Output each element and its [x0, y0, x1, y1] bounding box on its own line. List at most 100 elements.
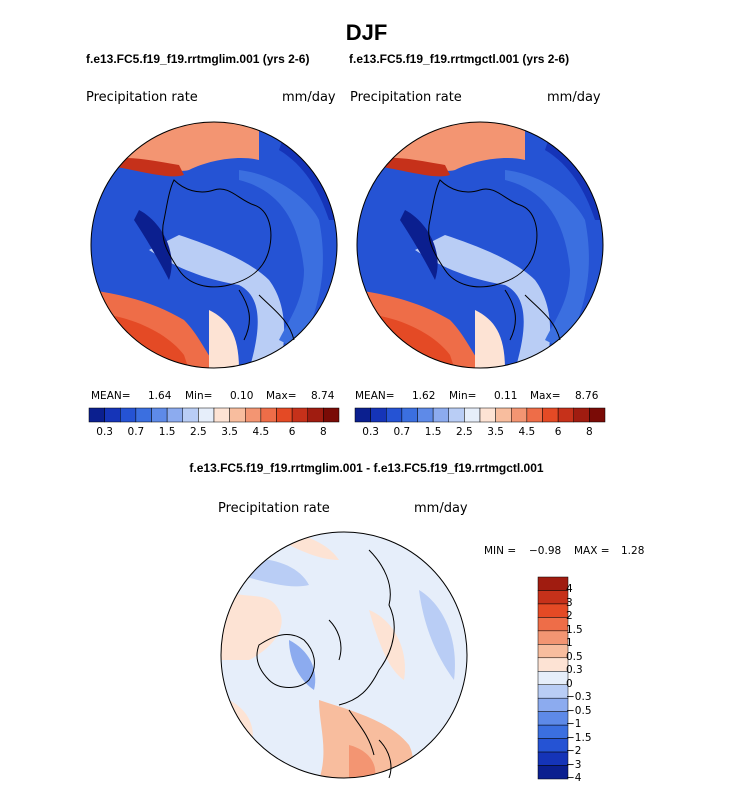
difference-title: f.e13.FC5.f19_f19.rrtmglim.001 - f.e13.F…: [189, 461, 544, 475]
colorbar-tick-label: 3: [566, 596, 573, 609]
panel-1-title: f.e13.FC5.f19_f19.rrtmglim.001 (yrs 2-6): [86, 52, 310, 66]
panel-2-max-value: 8.76: [575, 390, 599, 402]
colorbar-tick-label: 1.5: [424, 426, 442, 438]
colorbar-swatch: [198, 407, 215, 423]
colorbar-swatch: [537, 751, 569, 766]
colorbar-tick-label: −1: [566, 718, 582, 731]
diff-map-coastline-2: [328, 549, 395, 706]
colorbar-swatch: [104, 407, 121, 423]
colorbar-swatch: [589, 407, 606, 423]
panel-1-min-label: Min=: [185, 390, 213, 402]
colorbar-swatch: [245, 407, 262, 423]
map-1-pale-region: [209, 310, 239, 368]
colorbar-swatch: [537, 671, 569, 685]
map-2-coastline: [428, 179, 538, 288]
diff-map-pos-4: [369, 610, 405, 680]
difference-max-label: MAX =: [574, 545, 610, 557]
colorbar-tick-label: 2.5: [456, 426, 473, 438]
diff-map-pos-2: [319, 700, 413, 778]
map-1-pacific-core: [104, 157, 184, 177]
colorbar-swatch: [354, 407, 371, 423]
colorbar-tick-label: −1.5: [566, 731, 592, 744]
colorbar-swatch: [370, 407, 387, 423]
colorbar-tick-label: 6: [554, 426, 562, 438]
map-1-coastline-2: [238, 289, 295, 341]
panel-2-min-value: 0.11: [494, 390, 518, 402]
colorbar-tick-label: 0.5: [566, 650, 583, 663]
colorbar-tick-label: 2: [566, 610, 573, 623]
colorbar-swatch: [526, 407, 543, 423]
map-2-mid-region: [505, 170, 589, 350]
panel-1-max-value: 8.74: [311, 390, 335, 402]
colorbar-swatch: [182, 407, 199, 423]
colorbar-swatch: [537, 603, 569, 618]
colorbar-tick-label: 4.5: [252, 426, 270, 438]
colorbar-swatch: [386, 407, 403, 423]
colorbar-panel-2: [354, 407, 606, 423]
colorbar-swatch: [151, 407, 168, 423]
map-1-boundary: [90, 121, 338, 369]
diff-map-boundary: [220, 531, 468, 779]
season-title: DJF: [345, 20, 388, 45]
difference-max-value: 1.28: [621, 545, 645, 557]
colorbar-tick-label: −4: [566, 772, 582, 784]
map-2-dark-core: [400, 210, 438, 280]
colorbar-tick-label: 0.3: [362, 426, 379, 438]
colorbar-swatch: [537, 724, 569, 739]
colorbar-tick-label: −2: [566, 745, 582, 758]
colorbar-swatch: [323, 407, 340, 423]
panel-1-min-value: 0.10: [230, 390, 254, 402]
panel-2-title: f.e13.FC5.f19_f19.rrtmgctl.001 (yrs 2-6): [349, 52, 570, 66]
panel-2-units-label: mm/day: [547, 90, 601, 105]
map-2-boundary: [356, 121, 604, 369]
colorbar-tick-label: 3.5: [221, 426, 238, 438]
map-1-dark-core: [134, 210, 172, 280]
colorbar-tick-label: 0.3: [96, 426, 113, 438]
map-difference: [220, 531, 468, 779]
diff-map-coastline-3: [348, 709, 392, 779]
colorbar-swatch: [401, 407, 418, 423]
panel-2-max-label: Max=: [530, 390, 561, 402]
colorbar-tick-label: 4.5: [518, 426, 536, 438]
difference-min-label: MIN =: [484, 545, 517, 557]
colorbar-swatch: [537, 711, 569, 726]
panel-1-max-label: Max=: [266, 390, 297, 402]
colorbar-swatch: [120, 407, 137, 423]
difference-units-label: mm/day: [414, 501, 468, 516]
difference-min-value: −0.98: [529, 545, 562, 557]
map-1-light-band: [149, 235, 285, 368]
colorbar-swatch: [307, 407, 324, 423]
map-1-coastline: [162, 179, 272, 288]
colorbar-tick-label: −0.3: [566, 691, 592, 704]
colorbar-swatch: [573, 407, 590, 423]
colorbar-swatch: [537, 644, 569, 659]
colorbar-swatch: [417, 407, 434, 423]
colorbar-swatch: [537, 617, 569, 632]
colorbar-tick-label: 1.5: [158, 426, 176, 438]
panel-2-variable-label: Precipitation rate: [350, 90, 462, 105]
colorbar-swatch: [495, 407, 512, 423]
map-1-mid-region: [239, 170, 323, 350]
colorbar-swatch: [537, 697, 569, 712]
colorbar-swatch: [542, 407, 559, 423]
colorbar-swatch: [291, 407, 308, 423]
colorbar-swatch: [432, 407, 449, 423]
panel-1-mean-value: 1.64: [148, 390, 172, 402]
map-2-pale-region: [475, 310, 505, 368]
difference-variable-label: Precipitation rate: [218, 501, 330, 516]
colorbar-swatch: [464, 407, 481, 423]
panel-2-mean-value: 1.62: [412, 390, 436, 402]
diff-map-neg-3: [289, 640, 316, 690]
panel-2-min-label: Min=: [449, 390, 477, 402]
colorbar-tick-label: 4: [566, 583, 573, 596]
colorbar-swatch: [135, 407, 152, 423]
colorbar-tick-label: 0.3: [566, 664, 583, 677]
colorbar-tick-label: 1: [566, 637, 573, 650]
map-2-coastline-2: [504, 289, 561, 341]
colorbar-difference: [537, 576, 569, 780]
colorbar-tick-label: 6: [288, 426, 296, 438]
colorbar-panel-1: [88, 407, 340, 423]
colorbar-tick-label: 0.7: [393, 426, 411, 438]
diff-map-neg-2: [419, 590, 455, 680]
panel-2-mean-label: MEAN=: [355, 390, 395, 402]
